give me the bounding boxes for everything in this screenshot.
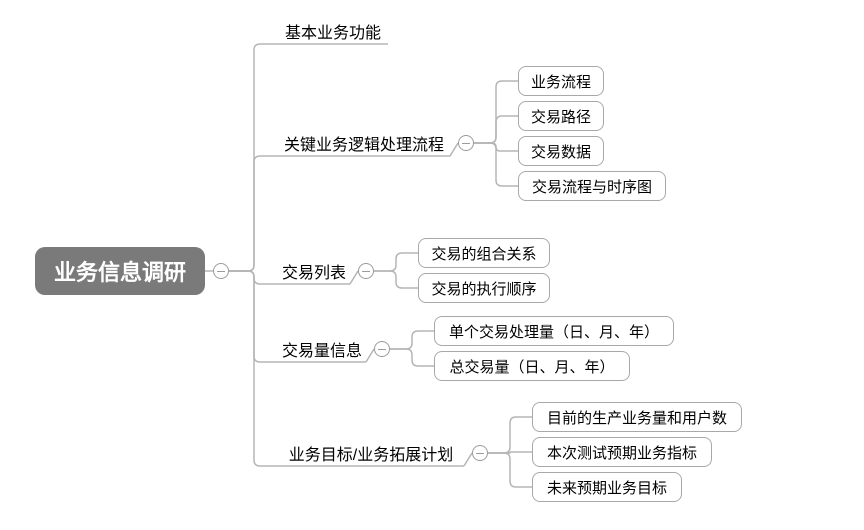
l2-node-l2-seq[interactable]: 交易流程与时序图 (518, 171, 666, 201)
l1-node-logic[interactable]: 关键业务逻辑处理流程 (278, 130, 450, 156)
collapse-toggle[interactable] (213, 263, 229, 279)
l2-node-l2-flow[interactable]: 业务流程 (518, 66, 604, 96)
l2-node-l2-future[interactable]: 未来预期业务目标 (532, 472, 682, 502)
collapse-toggle[interactable] (472, 445, 488, 461)
root-node[interactable]: 业务信息调研 (35, 247, 205, 295)
l2-node-l2-data[interactable]: 交易数据 (518, 136, 604, 166)
mindmap-canvas: 业务信息调研 基本业务功能关键业务逻辑处理流程交易列表交易量信息业务目标/业务拓展… (0, 0, 864, 530)
l2-node-l2-single[interactable]: 单个交易处理量（日、月、年） (434, 316, 674, 346)
collapse-toggle[interactable] (374, 341, 390, 357)
collapse-toggle[interactable] (458, 135, 474, 151)
l1-node-list[interactable]: 交易列表 (278, 258, 350, 284)
l1-node-goal[interactable]: 业务目标/业务拓展计划 (278, 440, 464, 466)
l2-node-l2-order[interactable]: 交易的执行顺序 (418, 273, 550, 303)
l1-node-basic[interactable]: 基本业务功能 (278, 18, 388, 44)
l2-node-l2-combo[interactable]: 交易的组合关系 (418, 238, 550, 268)
l2-node-l2-total[interactable]: 总交易量（日、月、年） (434, 351, 630, 381)
l2-node-l2-path[interactable]: 交易路径 (518, 101, 604, 131)
collapse-toggle[interactable] (358, 263, 374, 279)
l1-node-volume[interactable]: 交易量信息 (278, 336, 366, 362)
l2-node-l2-expected[interactable]: 本次测试预期业务指标 (532, 437, 712, 467)
l2-node-l2-current[interactable]: 目前的生产业务量和用户数 (532, 402, 742, 432)
